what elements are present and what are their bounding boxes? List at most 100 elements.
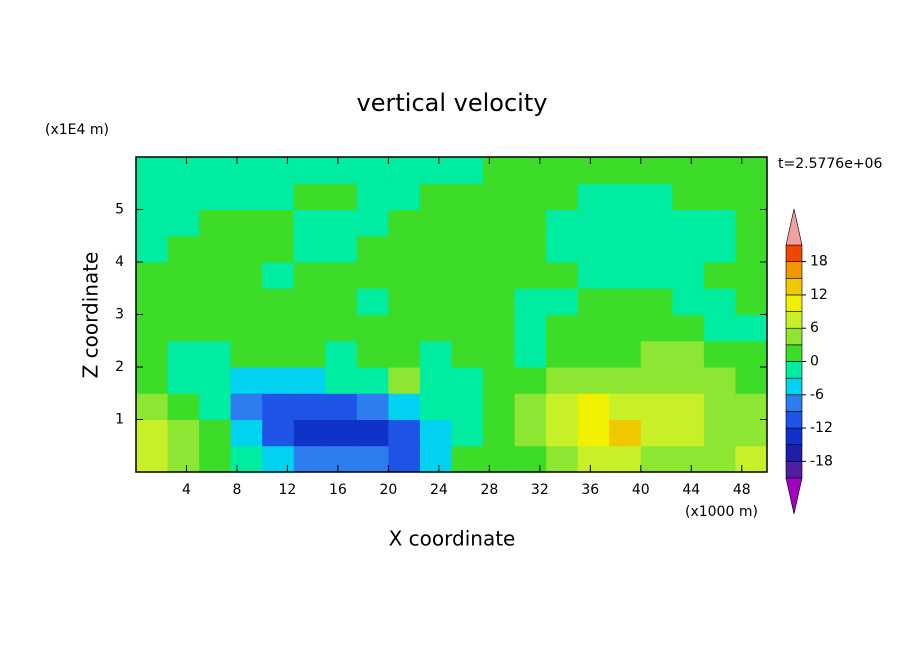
contour-cell: [483, 393, 516, 420]
contour-cell: [735, 393, 768, 420]
contour-cell: [735, 314, 768, 342]
contour-cell: [735, 157, 768, 184]
contour-cell: [514, 262, 547, 289]
contour-cell: [514, 367, 547, 394]
contour-cell: [167, 209, 200, 237]
contour-cell: [419, 183, 452, 210]
contour-cell: [609, 235, 642, 263]
contour-cell: [735, 183, 768, 210]
contour-cell: [293, 209, 326, 237]
x-tick-label: 28: [480, 482, 498, 498]
contour-cell: [703, 340, 736, 368]
contour-cell: [325, 183, 358, 210]
contour-cell: [136, 209, 169, 237]
contour-cell: [483, 419, 516, 447]
contour-cell: [735, 235, 768, 263]
contour-cell: [388, 288, 421, 315]
colorbar-low: [785, 477, 803, 515]
contour-cell: [735, 262, 768, 289]
contour-cell: [388, 183, 421, 210]
contour-cell: [325, 157, 358, 184]
contour-cell: [325, 340, 358, 368]
y-tick-label: 3: [115, 307, 124, 323]
contour-cell: [577, 340, 610, 368]
contour-cell: [356, 288, 389, 315]
contour-cell: [199, 183, 232, 210]
contour-cell: [167, 340, 200, 368]
contour-cell: [577, 419, 610, 447]
contour-cell: [230, 340, 263, 368]
y-tick-label: 4: [115, 254, 124, 270]
contour-cell: [199, 314, 232, 342]
contour-cell: [230, 209, 263, 237]
contour-cell: [577, 183, 610, 210]
contour-cell: [388, 419, 421, 447]
contour-cell: [325, 393, 358, 420]
contour-cell: [325, 419, 358, 447]
contour-cell: [325, 445, 358, 473]
contour-cell: [419, 340, 452, 368]
colorbar-label: 0: [810, 354, 819, 370]
colorbar-box: [785, 327, 803, 346]
contour-cell: [388, 262, 421, 289]
contour-cell: [640, 235, 673, 263]
contour-cell: [419, 314, 452, 342]
contour-cell: [293, 340, 326, 368]
contour-cell: [609, 393, 642, 420]
contour-cell: [577, 235, 610, 263]
contour-cell: [483, 183, 516, 210]
x-tick-label: 36: [581, 482, 599, 498]
colorbar-label: 6: [810, 320, 819, 336]
colorbar-label: -6: [810, 387, 824, 403]
contour-cell: [262, 262, 295, 289]
contour-cell: [672, 340, 705, 368]
contour-cell: [451, 288, 484, 315]
contour-cell: [167, 367, 200, 394]
contour-cell: [262, 157, 295, 184]
contour-cell: [703, 445, 736, 473]
x-tick-label: 8: [232, 482, 241, 498]
contour-cell: [356, 235, 389, 263]
y-tick-label: 1: [115, 412, 124, 428]
contour-cell: [167, 445, 200, 473]
contour-cell: [609, 367, 642, 394]
contour-cell: [293, 445, 326, 473]
contour-cell: [356, 340, 389, 368]
contour-cell: [451, 262, 484, 289]
contour-cell: [136, 157, 169, 184]
contour-cell: [703, 183, 736, 210]
contour-cell: [356, 262, 389, 289]
contour-cell: [325, 209, 358, 237]
contour-cell: [356, 157, 389, 184]
contour-cell: [325, 262, 358, 289]
contour-cell: [703, 393, 736, 420]
colorbar-box: [785, 277, 803, 296]
contour-cell: [640, 445, 673, 473]
contour-field: [136, 157, 768, 473]
contour-cell: [293, 393, 326, 420]
contour-cell: [577, 157, 610, 184]
contour-cell: [672, 445, 705, 473]
contour-cell: [451, 367, 484, 394]
contour-cell: [640, 314, 673, 342]
contour-cell: [419, 235, 452, 263]
contour-cell: [451, 209, 484, 237]
x-tick-label: 4: [182, 482, 191, 498]
contour-cell: [167, 314, 200, 342]
contour-cell: [514, 209, 547, 237]
contour-cell: [640, 419, 673, 447]
x-tick-label: 44: [682, 482, 700, 498]
contour-cell: [703, 157, 736, 184]
contour-cell: [546, 367, 579, 394]
contour-cell: [514, 419, 547, 447]
contour-cell: [514, 288, 547, 315]
contour-cell: [230, 288, 263, 315]
contour-cell: [703, 262, 736, 289]
contour-cell: [451, 235, 484, 263]
contour-cell: [419, 445, 452, 473]
contour-cell: [735, 367, 768, 394]
colorbar-high: [785, 208, 803, 246]
contour-cell: [262, 393, 295, 420]
contour-cell: [293, 262, 326, 289]
contour-cell: [609, 183, 642, 210]
